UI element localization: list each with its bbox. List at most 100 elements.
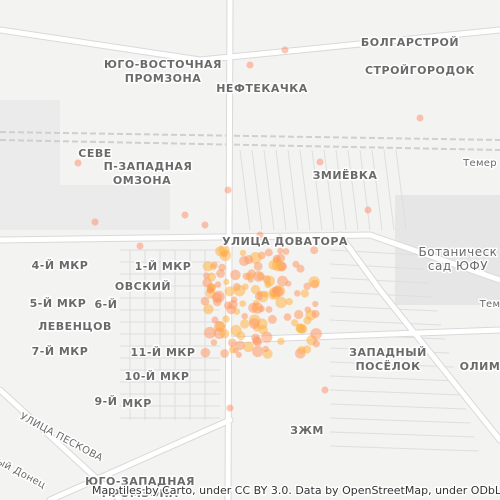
- heat-point: [308, 276, 320, 288]
- heat-point: [209, 263, 217, 271]
- heat-point: [256, 231, 264, 239]
- map-label: НЕФТЕКАЧКА: [216, 82, 308, 95]
- heat-point: [276, 234, 284, 242]
- heat-point: [243, 341, 254, 353]
- map-label: 4-Й МКР: [32, 259, 89, 272]
- heat-point: [228, 345, 237, 354]
- map-label: ОВСКИЙ: [115, 280, 171, 293]
- heat-point: [239, 249, 247, 257]
- heat-point: [253, 261, 263, 271]
- heat-point: [252, 304, 260, 311]
- heat-point: [242, 272, 251, 281]
- river-label: ый Донец: [0, 456, 47, 491]
- heat-point: [201, 221, 209, 229]
- map-label: 5-Й МКР: [30, 297, 87, 310]
- heat-point: [215, 321, 226, 331]
- heat-point: [233, 284, 246, 297]
- heat-point: [272, 286, 284, 298]
- heat-point: [312, 340, 320, 348]
- heat-point: [236, 331, 246, 341]
- heat-point: [223, 278, 230, 285]
- heat-point: [218, 263, 226, 272]
- heat-point: [277, 247, 284, 254]
- map-label: БОЛГАРСТРОЙ: [361, 36, 459, 49]
- map-label: ЗАПАДНЫЙ: [349, 346, 427, 359]
- heat-point: [220, 349, 229, 358]
- heat-point: [211, 292, 223, 303]
- heat-point: [136, 242, 144, 250]
- heat-point: [239, 255, 250, 267]
- heat-point: [211, 316, 219, 324]
- heat-point: [296, 323, 307, 334]
- heat-point: [277, 337, 285, 345]
- heat-point: [296, 264, 305, 273]
- heat-point: [281, 46, 289, 54]
- map-label: ЮГО-ВОСТОЧНАЯ: [104, 58, 222, 71]
- heat-point: [312, 300, 319, 308]
- map-label: 10-Й МКР: [125, 370, 190, 383]
- heat-point: [235, 340, 245, 351]
- street-grid: [120, 149, 479, 452]
- heat-point: [303, 316, 312, 325]
- heat-point: [91, 218, 99, 226]
- minor-street: [120, 149, 479, 452]
- map-label: ЛЕВЕНЦОВ: [38, 320, 112, 333]
- heat-point: [321, 386, 329, 394]
- heat-point: [210, 339, 218, 346]
- heat-point: [285, 298, 293, 306]
- heat-point: [230, 269, 241, 281]
- heat-point: [264, 248, 273, 257]
- map-label: СЕВЕ: [78, 147, 112, 160]
- heat-point: [294, 309, 304, 320]
- map-label: ПРОМЗОНА: [102, 487, 178, 500]
- heat-point: [250, 284, 261, 295]
- heat-point: [267, 314, 277, 324]
- map-label: Ботаническ: [419, 245, 498, 259]
- map-label: ЗМИЁВКА: [313, 168, 378, 182]
- heat-point: [261, 331, 273, 343]
- heat-point: [272, 259, 284, 272]
- heat-point: [222, 315, 230, 323]
- heat-point: [275, 296, 287, 309]
- heat-point: [258, 324, 268, 335]
- heat-point: [283, 313, 292, 321]
- street-label: УЛИЦА ПЕСКОВА: [18, 411, 105, 464]
- industrial-area: [0, 100, 60, 230]
- map-label: ПОСЁЛОК: [355, 359, 420, 373]
- heat-point: [265, 306, 273, 313]
- heat-point: [227, 338, 237, 348]
- heat-point: [74, 159, 82, 167]
- map-label: СТРОЙГОРОДОК: [365, 64, 475, 77]
- heat-point: [239, 300, 246, 307]
- heat-point: [303, 282, 311, 290]
- map-label: ЮГО-ЗАПАДНАЯ: [85, 475, 195, 488]
- heat-point: [203, 304, 214, 315]
- map-label: 11-Й МКР: [131, 346, 196, 359]
- map-label: ОМЗОНА: [113, 174, 171, 187]
- heat-point: [224, 286, 235, 297]
- map-label: 6-Й: [95, 298, 118, 311]
- map-label: МКР: [122, 397, 152, 410]
- heat-point: [226, 404, 234, 412]
- heat-point: [294, 290, 301, 297]
- heat-point: [252, 336, 262, 346]
- heat-point: [226, 304, 236, 315]
- map-label: 9-Й: [95, 395, 118, 408]
- railway: [0, 131, 500, 141]
- heat-point: [206, 286, 214, 294]
- map-label: ЗЖМ: [290, 424, 324, 437]
- heat-point: [310, 328, 322, 340]
- heat-point: [224, 186, 232, 194]
- heat-point: [200, 347, 211, 358]
- map-label: ОЛИМ: [460, 360, 500, 373]
- heat-point: [297, 345, 306, 355]
- heat-point: [215, 246, 226, 257]
- heat-point: [253, 271, 264, 282]
- heat-point: [252, 345, 264, 358]
- heat-point: [204, 326, 216, 339]
- heat-point: [264, 275, 276, 287]
- map-label: П-ЗАПАДНАЯ: [104, 160, 193, 173]
- heat-point: [416, 114, 424, 122]
- map-label: 7-Й МКР: [32, 345, 89, 358]
- railway: [0, 139, 500, 151]
